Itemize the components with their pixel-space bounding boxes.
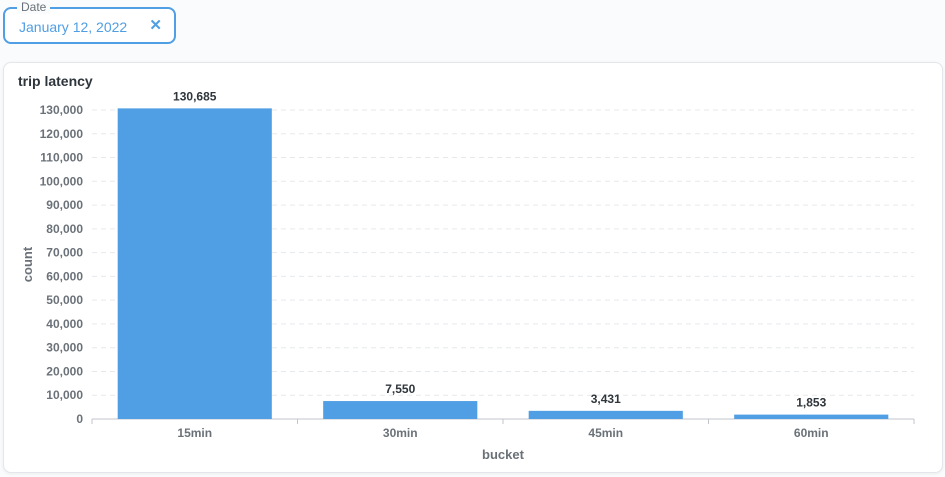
y-tick-label: 20,000 — [46, 364, 83, 378]
date-filter-value[interactable]: January 12, 2022 — [19, 19, 128, 35]
y-tick-label: 70,000 — [46, 246, 83, 260]
y-axis-title: count — [20, 246, 35, 282]
x-tick-label: 30min — [383, 426, 418, 440]
y-tick-label: 0 — [76, 412, 83, 426]
y-tick-label: 130,000 — [40, 103, 84, 117]
chart-title: trip latency — [18, 73, 93, 89]
y-tick-label: 120,000 — [40, 127, 84, 141]
x-tick-label: 15min — [177, 426, 212, 440]
y-tick-label: 110,000 — [40, 151, 83, 165]
bar-15min — [117, 108, 272, 419]
date-filter-label: Date — [17, 0, 51, 14]
y-tick-label: 80,000 — [46, 222, 83, 236]
close-icon[interactable]: ✕ — [149, 17, 162, 34]
bar-45min — [528, 410, 683, 419]
y-tick-label: 90,000 — [46, 198, 83, 212]
data-label: 3,431 — [591, 392, 621, 406]
x-axis-title: bucket — [482, 447, 525, 462]
y-tick-label: 10,000 — [46, 388, 83, 402]
y-tick-label: 50,000 — [46, 293, 83, 307]
x-tick-label: 45min — [588, 426, 623, 440]
date-filter[interactable]: Date January 12, 2022 ✕ — [3, 0, 176, 44]
y-tick-label: 60,000 — [46, 269, 83, 283]
y-tick-label: 30,000 — [46, 341, 83, 355]
x-tick-label: 60min — [794, 426, 829, 440]
bar-60min — [734, 414, 889, 419]
data-label: 1,853 — [796, 396, 826, 410]
y-tick-label: 40,000 — [46, 317, 83, 331]
y-tick-label: 100,000 — [40, 174, 84, 188]
bar-30min — [323, 401, 478, 419]
data-label: 7,550 — [385, 382, 415, 396]
data-label: 130,685 — [173, 89, 217, 103]
